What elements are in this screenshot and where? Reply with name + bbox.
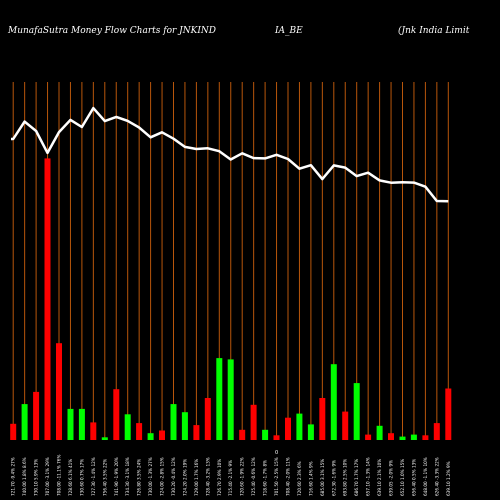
volume-bar — [376, 425, 383, 440]
volume-bar — [90, 422, 97, 440]
x-tick-label: 685.00 3.1% 15% — [320, 459, 325, 496]
x-tick-label: 724.20 2.0% 19% — [182, 459, 187, 496]
x-tick-label: 734.30 -3.1% 18% — [125, 457, 130, 496]
volume-bar — [410, 434, 417, 440]
x-tick-label: 716.60 1.4% 9% — [308, 461, 313, 496]
volume-bar — [181, 412, 188, 440]
x-tick-label: 756.40 3.5% 22% — [102, 459, 107, 496]
volume-bar — [250, 404, 257, 440]
volume-bar — [204, 398, 211, 440]
volume-bar — [296, 413, 303, 440]
volume-bar — [353, 383, 360, 440]
x-tick-label: 727.30 -1.4% 12% — [91, 457, 96, 496]
volume-bar — [159, 430, 165, 440]
x-tick-label: 708.00 -11.1% 76% — [57, 455, 62, 496]
x-tick-label: 639.10 1.2% 9% — [446, 461, 451, 496]
x-tick-label: 672.30 -1.6% 9% — [331, 460, 336, 496]
x-tick-label: 626.40 -3.3% 22% — [434, 457, 439, 496]
volume-bar — [78, 408, 85, 440]
volume-bar — [273, 435, 280, 440]
x-tick-label: 708.40 -2.0% 11% — [286, 457, 291, 496]
x-tick-label: 715.40 -2.1% 9% — [228, 460, 233, 496]
volume-bar — [216, 358, 223, 440]
volume-bar — [422, 435, 429, 440]
chart-company-name: (Jnk India Limit — [398, 26, 470, 36]
x-tick-label: 725.40 -0.6% 12% — [251, 457, 256, 496]
x-tick-label: 720.60 -1.9% 22% — [240, 457, 245, 496]
x-tick-label: 730.60 0.7% 17% — [79, 459, 84, 496]
volume-bar — [445, 388, 452, 440]
x-tick-label: 730.10 5.9% 13% — [34, 459, 39, 496]
chart-title: MunafaSutra Money Flow Charts for JNKIND — [8, 26, 216, 36]
volume-bar — [10, 423, 17, 440]
x-tick-label: 730.20 -0.4% 12% — [171, 457, 176, 496]
volume-bar — [319, 398, 326, 440]
x-tick-label: 724.00 -2.8% 15% — [160, 457, 165, 496]
volume-bar — [307, 424, 314, 440]
x-tick-label: 730.00 -1.3% 27% — [148, 457, 153, 496]
x-tick-label: 726.80 3.5% 24% — [137, 459, 142, 496]
volume-bar — [21, 404, 28, 440]
x-tick-label: 652.10 1.0% 15% — [400, 459, 405, 496]
x-tick-label: 639.05 -2.0% 9% — [389, 460, 394, 496]
price-line — [11, 106, 449, 203]
volume-bar — [193, 425, 200, 440]
volume-bar — [136, 423, 143, 440]
x-tick-label: 718.60 -1.7% 8% — [263, 460, 268, 496]
volume-bar — [365, 434, 372, 440]
volume-bar — [262, 429, 269, 440]
x-axis-marker: 0 — [275, 450, 278, 456]
volume-bar — [433, 423, 440, 440]
x-tick-label: 728.40 -3.2% 13% — [205, 457, 210, 496]
x-tick-label: 740.00 1.8% 8.6% — [22, 457, 27, 496]
x-tick-label: 657.10 -1.3% 14% — [366, 457, 371, 496]
x-tick-label: 729.00 1.7% 16% — [194, 459, 199, 496]
volume-bar — [124, 414, 131, 440]
volume-bar — [44, 158, 51, 440]
volume-bar — [33, 391, 40, 440]
chart-symbol-suffix: IA_BE — [275, 26, 303, 36]
x-tick-label: 721.70 -9.4% 27% — [11, 457, 16, 496]
x-tick-label: 648.00 -1.1% 10% — [423, 457, 428, 496]
volume-bar — [285, 417, 291, 440]
x-tick-label: 707.00 -3.1% 29% — [45, 457, 50, 496]
volume-bar — [67, 408, 74, 440]
volume-bar — [113, 389, 120, 440]
volume-bar — [170, 404, 177, 440]
x-tick-label: 686.70 1.7% 17% — [354, 459, 359, 496]
volume-bar — [101, 437, 108, 440]
volume-bar — [147, 433, 154, 440]
volume-bar — [330, 364, 337, 440]
volume-bar — [399, 436, 406, 440]
x-tick-label: 639.10 2.1% 10% — [377, 459, 382, 496]
x-tick-label: 741.90 -1.9% 20% — [114, 457, 119, 496]
volume-bar — [227, 359, 234, 440]
x-tick-label: 701.50 -2.5% 15% — [274, 457, 279, 496]
x-tick-label: 728.60 6.1% 41% — [68, 459, 73, 496]
volume-bar — [342, 411, 349, 440]
x-tick-label: 720.60 2.3% 6% — [297, 461, 302, 496]
volume-bar — [388, 433, 394, 440]
x-tick-label: 726.70 2.9% 10% — [217, 459, 222, 496]
volume-bar — [239, 429, 246, 440]
x-tick-label: 693.80 2.5% 10% — [343, 459, 348, 496]
x-tick-label: 656.40 0.5% 13% — [411, 459, 416, 496]
volume-bar — [56, 343, 62, 440]
